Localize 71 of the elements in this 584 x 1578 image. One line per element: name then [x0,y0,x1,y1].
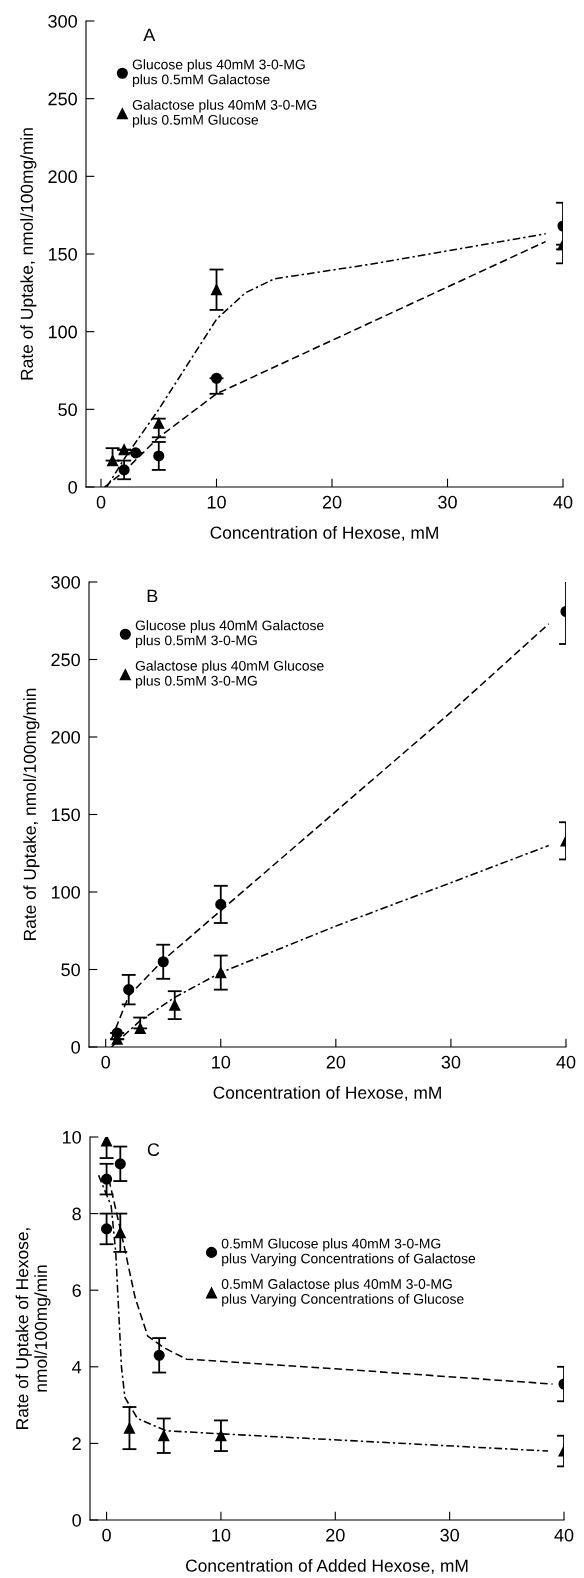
x-tick-label: 40 [554,1528,574,1542]
point [123,984,135,996]
chart-title: B [147,589,158,603]
y-tick-label: 50 [58,403,77,417]
x-tick-label: 10 [212,1055,231,1069]
y-tick-label: 2 [72,1437,81,1450]
y-tick-label: 300 [51,575,80,589]
chart-title: C [147,1143,160,1157]
point [130,447,142,459]
point [158,1430,170,1442]
legend-label: Galactose plus 40mM 3-0-MG plus 0.5mM Glucose [132,99,317,128]
y-tick-label: 8 [72,1207,81,1221]
y-axis-title: Rate of Uptake, nmol/100mg/min [23,688,40,940]
point [153,417,165,429]
legend-label: Galactose plus 40mM Glucose plus 0.5mM 3-0-MG [135,660,324,689]
point [153,450,165,462]
y-tick-label: 250 [51,653,80,667]
point [169,999,181,1011]
y-axis-title: Rate of Uptake of Hexose, nmol/100mg/min [15,1228,51,1429]
point [153,1349,165,1361]
x-tick-label: 10 [212,1528,231,1542]
point [101,1137,113,1147]
x-tick-label: 30 [441,1055,461,1069]
point [134,1022,146,1034]
point [101,1223,113,1235]
point [114,1227,126,1239]
legend-label: Glucose plus 40mM Galactose plus 0.5mM 3-0-MG [135,620,324,649]
y-tick-label: 250 [48,92,77,106]
x-tick-label: 40 [556,1055,576,1069]
y-axis-title: Rate of Uptake, nmol/100mg/min [20,128,37,380]
y-tick-label: 300 [48,14,77,28]
chart-title: A [143,28,156,42]
point [215,898,227,910]
y-tick-label: 6 [72,1284,81,1297]
y-tick-label: 100 [48,325,77,339]
y-tick-label: 150 [51,808,80,822]
y-tick-label: 150 [48,247,77,261]
y-tick-label: 10 [62,1130,81,1144]
x-tick-label: 20 [326,1528,345,1542]
point [101,1173,113,1185]
y-tick-label: 0 [68,480,77,494]
x-tick-label: 0 [101,1055,110,1069]
point [114,1158,126,1170]
y-tick-label: 4 [72,1360,82,1374]
legend-label: 0.5mM Glucose plus 40mM 3-0-MG plus Varying Concentrations of Galactose [221,1238,476,1267]
legend-label: 0.5mM Galactose plus 40mM 3-0-MG plus Varying Concentrations of Glucose [221,1278,464,1307]
y-tick-label: 0 [72,1513,81,1527]
point [210,284,223,296]
x-tick-label: 20 [326,1055,346,1069]
point [123,1422,136,1434]
point [118,464,130,476]
x-axis-title: Concentration of Hexose, mM [213,1086,441,1101]
x-axis-title: Concentration of Hexose, mM [210,526,438,541]
x-tick-label: 10 [207,495,226,509]
x-tick-label: 30 [438,495,457,509]
x-tick-label: 40 [553,495,573,509]
x-tick-label: 0 [96,495,106,509]
point [210,372,223,384]
y-tick-label: 0 [71,1040,80,1054]
y-tick-label: 200 [51,730,80,744]
x-tick-label: 30 [440,1528,459,1542]
point [215,967,227,979]
legend-label: Glucose plus 40mM 3-0-MG plus 0.5mM Galactose [132,59,305,88]
y-tick-label: 100 [51,885,80,899]
x-tick-label: 20 [322,495,342,509]
point [157,956,169,968]
y-tick-label: 50 [61,963,80,977]
x-axis-title: Concentration of Added Hexose, mM [186,1559,468,1574]
x-tick-label: 0 [102,1528,111,1542]
y-tick-label: 200 [48,170,77,184]
point [215,1430,227,1442]
